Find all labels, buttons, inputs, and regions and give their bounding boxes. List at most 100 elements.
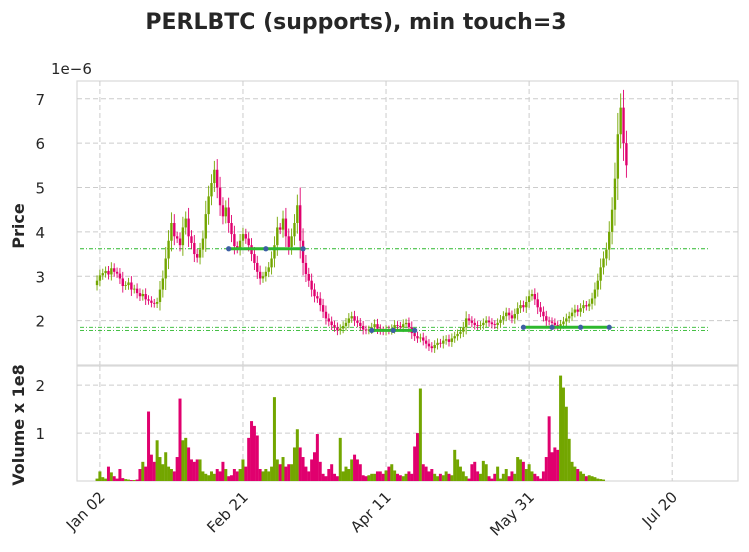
candle-body	[130, 282, 133, 290]
candle-body	[430, 346, 434, 349]
volume-bar	[361, 475, 365, 481]
volume-bar	[335, 476, 339, 481]
support-touch-marker	[263, 246, 269, 252]
candle-body	[470, 320, 474, 323]
volume-bar	[238, 469, 242, 481]
candle-body	[505, 312, 508, 317]
volume-bar	[573, 466, 577, 481]
volume-bar	[204, 473, 208, 481]
candle-body	[293, 223, 296, 237]
candle-body	[307, 274, 310, 281]
candle-body	[404, 322, 408, 325]
volume-bar	[247, 437, 251, 481]
candle-body	[588, 303, 591, 307]
volume-bar	[544, 457, 548, 481]
volume-bar	[393, 470, 397, 481]
candle-body	[321, 305, 325, 312]
candle-body	[319, 298, 322, 306]
volume-bar	[192, 461, 196, 481]
volume-bar	[441, 475, 445, 481]
volume-tick-label: 1	[35, 425, 45, 443]
candle-body	[516, 308, 519, 314]
candle-body	[602, 258, 605, 268]
candle-body	[213, 169, 216, 184]
candle-body	[522, 305, 525, 308]
volume-bar	[458, 466, 462, 481]
candle-body	[356, 320, 359, 323]
volume-bar	[327, 469, 331, 481]
candle-body	[247, 238, 250, 246]
volume-bar	[353, 454, 357, 481]
volume-bar	[295, 429, 299, 481]
volume-bar	[524, 469, 528, 481]
volume-bar	[350, 459, 354, 481]
volume-bar	[467, 478, 471, 481]
candle-body	[261, 276, 265, 279]
volume-bar	[447, 473, 451, 481]
volume-bar	[421, 464, 425, 481]
candle-body	[281, 218, 285, 230]
volume-bar	[310, 459, 314, 481]
volume-bar	[104, 478, 108, 481]
candle-body	[599, 267, 602, 281]
volume-bar	[510, 471, 514, 481]
volume-gridlines	[77, 366, 738, 481]
volume-bar	[453, 449, 457, 481]
candle-body	[562, 321, 565, 325]
volume-bar	[481, 460, 485, 481]
candle-body	[207, 196, 210, 215]
volume-bar	[427, 471, 431, 481]
volume-bar	[561, 387, 565, 481]
volume-bar	[287, 464, 291, 481]
volume-bar	[155, 440, 159, 481]
volume-bar	[187, 447, 191, 481]
volume-tick-label: 2	[35, 377, 45, 395]
candle-body	[238, 240, 242, 249]
candle-body	[270, 258, 273, 268]
candle-body	[181, 227, 185, 246]
candle-body	[339, 328, 342, 331]
volume-bar	[410, 473, 414, 481]
volume-bar	[527, 464, 531, 481]
volume-bar	[121, 478, 125, 481]
price-tick-labels: 2 3 4 5 6 7	[35, 91, 45, 331]
candle-body	[127, 282, 130, 286]
candle-body	[278, 227, 282, 230]
volume-bar	[161, 464, 165, 481]
volume-bar	[567, 438, 571, 481]
candle-body	[525, 301, 528, 308]
candle-body	[547, 320, 551, 322]
candle-body	[153, 302, 156, 304]
candle-body	[530, 294, 534, 297]
volume-bar	[264, 469, 268, 481]
candle-body	[353, 316, 356, 321]
volume-bar	[141, 461, 145, 481]
candle-body	[622, 107, 625, 144]
candle-body	[507, 312, 511, 316]
candle-body	[187, 218, 190, 237]
candle-body	[198, 249, 202, 258]
volume-bar	[292, 447, 296, 481]
candle-body	[453, 336, 456, 339]
support-touch-marker	[300, 246, 306, 252]
volume-bar	[135, 479, 139, 481]
volume-bar	[98, 471, 102, 481]
candle-body	[310, 280, 313, 290]
candle-body	[462, 327, 465, 332]
candle-body	[608, 231, 611, 250]
candle-body	[573, 309, 577, 313]
candle-body	[596, 280, 599, 290]
candle-body	[233, 234, 236, 247]
volume-bar	[304, 466, 308, 481]
volume-bar	[115, 478, 119, 481]
candle-body	[499, 319, 502, 323]
volume-bar	[519, 459, 523, 481]
candle-body	[427, 343, 431, 347]
volume-bar	[521, 461, 525, 481]
candle-body	[264, 271, 268, 277]
date-tick-labels: Jan 02 Feb 21 Apr 11 May 31 Jul 20	[62, 488, 681, 540]
candle-body	[110, 268, 113, 275]
candle-body	[155, 301, 159, 304]
volume-bar	[550, 452, 554, 481]
volume-bar	[307, 471, 311, 481]
